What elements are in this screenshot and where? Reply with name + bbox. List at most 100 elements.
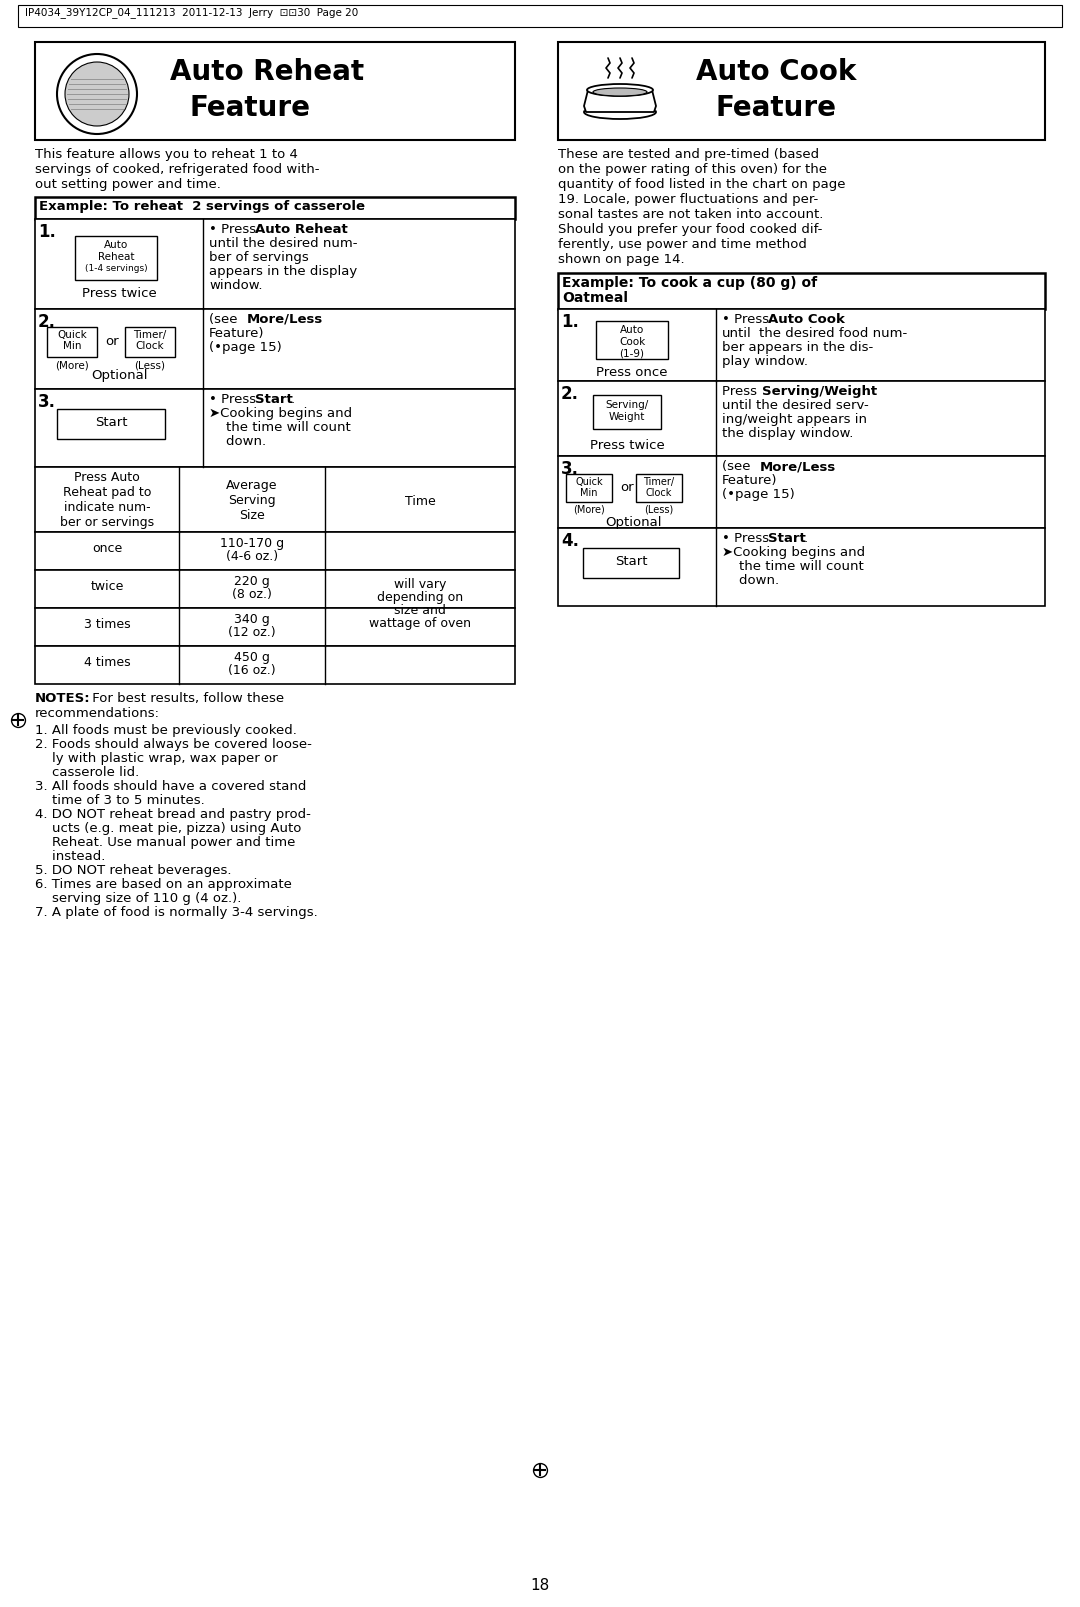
Text: • Press: • Press [210, 394, 260, 407]
Text: 4 times: 4 times [83, 656, 131, 669]
Text: wattage of oven: wattage of oven [369, 617, 471, 630]
Text: (•page 15): (•page 15) [723, 489, 795, 501]
Text: (8 oz.): (8 oz.) [232, 588, 272, 601]
Ellipse shape [584, 104, 656, 119]
Text: Clock: Clock [136, 341, 164, 350]
Bar [35, 309, 515, 389]
Text: Press Auto: Press Auto [75, 471, 140, 484]
Text: Oatmeal: Oatmeal [562, 291, 627, 305]
Bar [35, 570, 515, 607]
Text: (Less): (Less) [645, 505, 674, 514]
Text: (Less): (Less) [135, 360, 165, 370]
Ellipse shape [588, 84, 653, 96]
Text: appears in the display: appears in the display [210, 265, 357, 278]
Text: 5. DO NOT reheat beverages.: 5. DO NOT reheat beverages. [35, 865, 231, 877]
Text: 340 g: 340 g [234, 612, 270, 627]
Text: servings of cooked, refrigerated food with-: servings of cooked, refrigerated food wi… [35, 162, 320, 177]
Text: 3 times: 3 times [83, 619, 131, 632]
Text: .: . [804, 532, 808, 545]
Bar [35, 607, 515, 646]
Bar [558, 42, 1045, 140]
Text: • Press: • Press [210, 223, 260, 236]
Bar [35, 646, 515, 685]
Text: Feature): Feature) [210, 326, 265, 341]
Text: Reheat: Reheat [98, 252, 134, 262]
Text: until the desired serv-: until the desired serv- [723, 399, 868, 411]
Text: ferently, use power and time method: ferently, use power and time method [558, 238, 807, 251]
Text: 2.: 2. [38, 313, 56, 331]
Text: 18: 18 [530, 1578, 550, 1593]
Text: the desired food num-: the desired food num- [759, 326, 907, 341]
Text: Auto Cook: Auto Cook [768, 313, 845, 326]
Text: (1-9): (1-9) [620, 349, 645, 358]
Text: 3. All foods should have a covered stand: 3. All foods should have a covered stand [35, 779, 307, 792]
Text: down.: down. [723, 574, 779, 587]
Text: 3.: 3. [38, 394, 56, 411]
Bar [596, 321, 669, 358]
Text: 4. DO NOT reheat bread and pastry prod-: 4. DO NOT reheat bread and pastry prod- [35, 808, 311, 821]
Bar [558, 309, 1045, 381]
Text: serving size of 110 g (4 oz.).: serving size of 110 g (4 oz.). [35, 892, 241, 905]
Text: ber appears in the dis-: ber appears in the dis- [723, 341, 874, 354]
Text: Serving: Serving [228, 493, 275, 506]
Bar [558, 456, 1045, 529]
Text: size and: size and [394, 604, 446, 617]
Text: Feature: Feature [716, 93, 837, 122]
Text: casserole lid.: casserole lid. [35, 767, 139, 779]
Text: (12 oz.): (12 oz.) [228, 627, 275, 640]
Bar [35, 389, 515, 468]
Text: (1-4 servings): (1-4 servings) [84, 264, 147, 273]
Text: on the power rating of this oven) for the: on the power rating of this oven) for th… [558, 162, 827, 177]
Text: instead.: instead. [35, 850, 106, 863]
Text: More/Less: More/Less [247, 313, 323, 326]
Text: Size: Size [239, 509, 265, 522]
Text: (•page 15): (•page 15) [210, 341, 282, 354]
Bar [566, 474, 612, 501]
Text: ucts (e.g. meat pie, pizza) using Auto: ucts (e.g. meat pie, pizza) using Auto [35, 823, 301, 836]
Text: Clock: Clock [646, 489, 672, 498]
Text: once: once [92, 542, 122, 554]
Text: down.: down. [210, 435, 266, 448]
Bar [35, 198, 515, 219]
Text: 1. All foods must be previously cooked.: 1. All foods must be previously cooked. [35, 725, 297, 738]
Text: Example: To reheat  2 servings of casserole: Example: To reheat 2 servings of cassero… [39, 199, 365, 214]
Bar [18, 5, 1062, 27]
Text: Example: To cook a cup (80 g) of: Example: To cook a cup (80 g) of [562, 276, 818, 289]
Bar [583, 548, 679, 579]
Text: (16 oz.): (16 oz.) [228, 664, 275, 677]
Text: Weight: Weight [609, 411, 645, 423]
Text: More/Less: More/Less [760, 460, 836, 472]
Text: Quick: Quick [57, 329, 86, 341]
Text: ➤Cooking begins and: ➤Cooking begins and [210, 407, 352, 419]
Text: ➤Cooking begins and: ➤Cooking begins and [723, 546, 865, 559]
Text: Auto Reheat: Auto Reheat [170, 58, 364, 87]
Circle shape [57, 55, 137, 133]
Text: Timer/: Timer/ [133, 329, 166, 341]
Text: Press twice: Press twice [590, 439, 664, 452]
Text: ing/weight appears in: ing/weight appears in [723, 413, 867, 426]
Text: • Press: • Press [723, 313, 773, 326]
Text: depending on: depending on [377, 591, 463, 604]
Bar [75, 236, 157, 280]
Text: 4.: 4. [561, 532, 579, 550]
Text: 450 g: 450 g [234, 651, 270, 664]
Text: or: or [620, 480, 634, 493]
Text: the display window.: the display window. [723, 427, 853, 440]
Text: Time: Time [405, 495, 435, 508]
Circle shape [65, 63, 129, 125]
Bar [125, 326, 175, 357]
Text: Press once: Press once [596, 366, 667, 379]
Text: out setting power and time.: out setting power and time. [35, 178, 221, 191]
Text: These are tested and pre-timed (based: These are tested and pre-timed (based [558, 148, 819, 161]
Text: Quick: Quick [576, 477, 603, 487]
Ellipse shape [593, 88, 647, 96]
Text: IP4034_39Y12CP_04_111213  2011-12-13  Jerry  ⊡⊡30  Page 20: IP4034_39Y12CP_04_111213 2011-12-13 Jerr… [25, 6, 359, 18]
Text: 1.: 1. [38, 223, 56, 241]
Text: Timer/: Timer/ [644, 477, 675, 487]
Text: 3.: 3. [561, 460, 579, 477]
Text: Press: Press [723, 386, 761, 399]
Text: Reheat pad to: Reheat pad to [63, 485, 151, 500]
Text: Should you prefer your food cooked dif-: Should you prefer your food cooked dif- [558, 223, 822, 236]
Text: twice: twice [91, 580, 124, 593]
Text: play window.: play window. [723, 355, 808, 368]
